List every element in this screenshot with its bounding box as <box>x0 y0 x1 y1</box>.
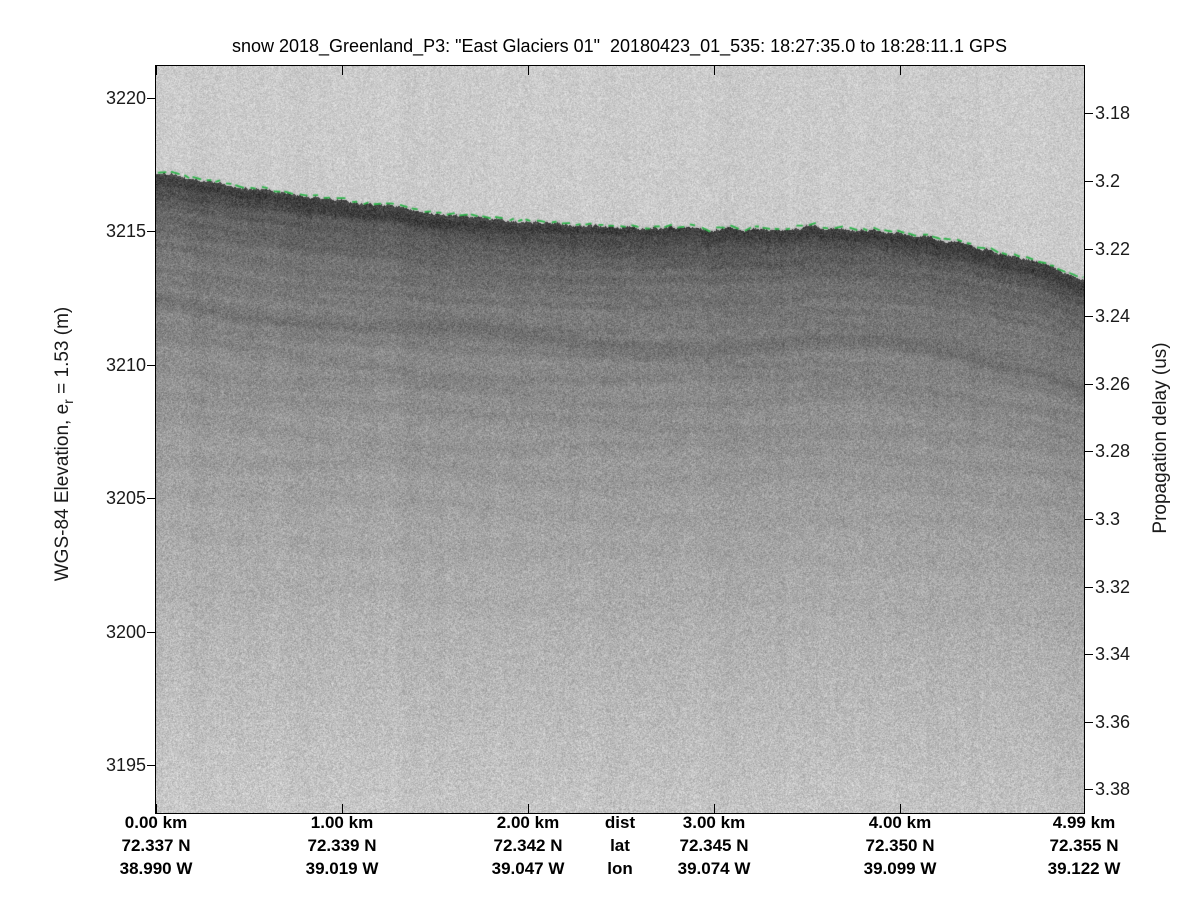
tick-mark <box>714 804 715 813</box>
delay-tick-label: 3.3 <box>1095 509 1121 529</box>
bottom-lat-label: lat <box>610 836 630 855</box>
bottom-lat-label: 72.350 N <box>865 836 935 855</box>
elevation-tick-label: 3210 <box>105 355 146 375</box>
tick-mark <box>714 66 715 75</box>
tick-mark <box>1084 384 1093 385</box>
tick-mark <box>900 66 901 75</box>
bottom-dist-label: 1.00 km <box>310 813 374 832</box>
tick-mark <box>147 498 156 499</box>
tick-mark <box>1084 451 1093 452</box>
delay-tick-label: 3.2 <box>1095 171 1121 191</box>
elevation-tick-label: 3215 <box>105 221 146 241</box>
delay-tick-label: 3.32 <box>1095 577 1131 597</box>
tick-mark <box>147 765 156 766</box>
tick-mark <box>156 66 157 75</box>
right-axis-label: Propagation delay (us) <box>1150 342 1171 534</box>
bottom-lon-label: 39.122 W <box>1047 859 1121 878</box>
tick-mark <box>1084 181 1093 182</box>
delay-tick-label: 3.36 <box>1095 712 1131 732</box>
tick-mark <box>1084 654 1093 655</box>
bottom-dist-label: 3.00 km <box>682 813 746 832</box>
figure-title: snow 2018_Greenland_P3: "East Glaciers 0… <box>231 36 1007 56</box>
tick-mark <box>528 66 529 75</box>
tick-mark <box>147 231 156 232</box>
plot-frame <box>155 65 1085 814</box>
bottom-axis-geo-column: 2.00 km 72.342 N 39.047 W <box>492 811 565 880</box>
elevation-tick-label: 3220 <box>105 88 146 108</box>
bottom-axis-geo-column: 4.00 km 72.350 N 39.099 W <box>864 811 937 880</box>
elevation-tick-label: 3195 <box>105 755 146 775</box>
bottom-lon-label: lon <box>607 859 633 878</box>
bottom-lon-label: 39.047 W <box>491 859 565 878</box>
bottom-lat-label: 72.345 N <box>679 836 749 855</box>
tick-mark <box>1084 587 1093 588</box>
tick-mark <box>1084 113 1093 114</box>
bottom-axis-geo-column: 4.99 km 72.355 N 39.122 W <box>1048 811 1121 880</box>
tick-mark <box>1084 249 1093 250</box>
delay-tick-label: 3.22 <box>1095 239 1131 259</box>
bottom-dist-label: 2.00 km <box>496 813 560 832</box>
bottom-lon-label: 39.019 W <box>305 859 379 878</box>
bottom-axis-header-column: dist lat lon <box>605 811 635 880</box>
bottom-lon-label: 39.099 W <box>863 859 937 878</box>
tick-mark <box>147 365 156 366</box>
left-axis-label: WGS-84 Elevation, er = 1.53 (m) <box>52 307 76 582</box>
bottom-lat-label: 72.339 N <box>307 836 377 855</box>
delay-tick-label: 3.26 <box>1095 374 1131 394</box>
bottom-lon-label: 39.074 W <box>677 859 751 878</box>
delay-tick-label: 3.38 <box>1095 779 1131 799</box>
bottom-dist-label: 4.00 km <box>868 813 932 832</box>
bottom-lat-label: 72.342 N <box>493 836 563 855</box>
elevation-tick-label: 3205 <box>105 488 146 508</box>
delay-tick-label: 3.18 <box>1095 103 1131 123</box>
echogram-canvas <box>156 66 1084 813</box>
bottom-axis-geo-column: 3.00 km 72.345 N 39.074 W <box>678 811 751 880</box>
tick-mark <box>900 804 901 813</box>
tick-mark <box>1084 66 1085 75</box>
delay-tick-label: 3.28 <box>1095 441 1131 461</box>
tick-mark <box>528 804 529 813</box>
tick-mark <box>147 98 156 99</box>
tick-mark <box>342 804 343 813</box>
tick-mark <box>1084 804 1085 813</box>
left-axis-label-subscript: r <box>59 399 76 404</box>
tick-mark <box>342 66 343 75</box>
tick-mark <box>156 804 157 813</box>
delay-tick-label: 3.34 <box>1095 644 1131 664</box>
elevation-tick-label: 3200 <box>105 622 146 642</box>
bottom-dist-label: dist <box>604 813 636 832</box>
bottom-lat-label: 72.355 N <box>1049 836 1119 855</box>
bottom-lat-label: 72.337 N <box>121 836 191 855</box>
bottom-dist-label: 0.00 km <box>124 813 188 832</box>
tick-mark <box>1084 722 1093 723</box>
bottom-axis-geo-column: 0.00 km 72.337 N 38.990 W <box>120 811 193 880</box>
left-axis-label-units: = 1.53 (m) <box>52 306 74 400</box>
tick-mark <box>1084 519 1093 520</box>
tick-mark <box>1084 316 1093 317</box>
bottom-dist-label: 4.99 km <box>1052 813 1116 832</box>
tick-mark <box>1084 789 1093 790</box>
bottom-lon-label: 38.990 W <box>119 859 193 878</box>
delay-tick-label: 3.24 <box>1095 306 1131 326</box>
tick-mark <box>147 632 156 633</box>
bottom-axis-geo-column: 1.00 km 72.339 N 39.019 W <box>306 811 379 880</box>
